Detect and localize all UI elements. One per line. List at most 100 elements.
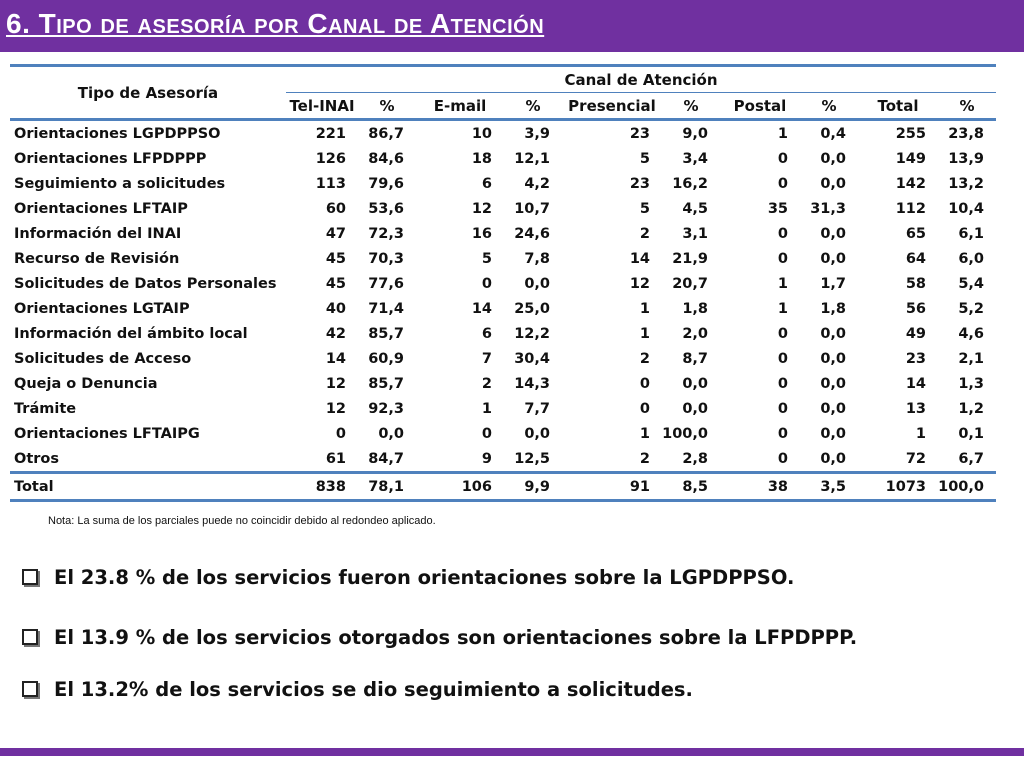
table-row: Otros 61 84,7 9 12,5 2 2,8 0 0,0 72 6,7 — [10, 446, 996, 473]
table-cell: 79,6 — [368, 175, 404, 192]
table-row: Recurso de Revisión 45 70,3 5 7,8 14 21,9 0 0,0 6… — [10, 246, 996, 271]
table-cell: 65 — [905, 225, 926, 242]
table-cell: 0 — [777, 325, 788, 342]
table-cell: 30,4 — [514, 350, 550, 367]
table-cell: 12,2 — [514, 325, 550, 342]
column-header: % — [358, 92, 416, 121]
total-cell: 91 — [562, 471, 662, 502]
table-cell: 72,3 — [368, 225, 404, 242]
table-cell: 40 — [325, 300, 346, 317]
table-cell: 60,9 — [368, 350, 404, 367]
table-cell: 6,0 — [958, 250, 984, 267]
table-cell: 21,9 — [672, 250, 708, 267]
table-cell: 24,6 — [514, 225, 550, 242]
total-cell: 1073 — [858, 471, 938, 502]
table-cell: 23,8 — [948, 125, 984, 142]
table-cell: 0,0 — [820, 325, 846, 342]
table-cell: 126 — [315, 150, 346, 167]
bottom-bar — [0, 748, 1024, 756]
table-cell: 5 — [481, 250, 492, 267]
column-header: % — [504, 92, 562, 121]
table-cell: 92,3 — [368, 400, 404, 417]
column-header: Presencial — [562, 92, 662, 121]
table-cell: 255 — [895, 125, 926, 142]
table-cell: 1,2 — [958, 400, 984, 417]
table-cell: 23 — [629, 175, 650, 192]
table-cell: 85,7 — [368, 375, 404, 392]
bullet-text: El 13.2% de los servicios se dio seguimi… — [54, 678, 693, 701]
table-cell: 0,1 — [958, 425, 984, 442]
checkbox-square-icon — [22, 568, 38, 585]
row-label: Trámite — [14, 400, 77, 417]
table-row: Trámite 12 92,3 1 7,7 0 0,0 0 0,0 13 1,2 — [10, 396, 996, 421]
table-cell: 12,1 — [514, 150, 550, 167]
table-cell: 0 — [777, 225, 788, 242]
row-label: Información del ámbito local — [14, 325, 248, 342]
table-cell: 5 — [639, 200, 650, 217]
bullet-item: El 23.8 % de los servicios fueron orient… — [22, 566, 794, 589]
table-row: Solicitudes de Acceso 14 60,9 7 30,4 2 8,7 0 0,0… — [10, 346, 996, 371]
table-cell: 2,1 — [958, 350, 984, 367]
table-cell: 5,4 — [958, 275, 984, 292]
table-cell: 0,0 — [820, 250, 846, 267]
table-row: Solicitudes de Datos Personales 45 77,6 0 0,… — [10, 271, 996, 296]
table-cell: 0,0 — [820, 225, 846, 242]
table-cell: 13,9 — [948, 150, 984, 167]
table-header-row: Tipo de Asesoría Canal de Atención — [10, 65, 996, 121]
row-label: Orientaciones LGTAIP — [14, 300, 190, 317]
table-row: Orientaciones LGTAIP 40 71,4 14 25,0 1 1,8 1 1,8… — [10, 296, 996, 321]
table-cell: 12 — [471, 200, 492, 217]
table-cell: 1 — [639, 300, 650, 317]
table-cell: 14 — [905, 375, 926, 392]
table-cell: 2 — [639, 225, 650, 242]
table-cell: 16 — [471, 225, 492, 242]
table-cell: 2 — [481, 375, 492, 392]
table-cell: 45 — [325, 250, 346, 267]
table-cell: 0 — [777, 375, 788, 392]
table-cell: 12 — [325, 400, 346, 417]
table-cell: 10 — [471, 125, 492, 142]
table-cell: 53,6 — [368, 200, 404, 217]
table-cell: 3,9 — [524, 125, 550, 142]
table-cell: 149 — [895, 150, 926, 167]
table-cell: 1,7 — [820, 275, 846, 292]
column-header: % — [800, 92, 858, 121]
table-cell: 0 — [481, 425, 492, 442]
table-row: Orientaciones LFTAIPG 0 0,0 0 0,0 1 100,0 0 0,0 1… — [10, 421, 996, 446]
table-cell: 0 — [481, 275, 492, 292]
table-cell: 0,0 — [820, 150, 846, 167]
table-row: Información del ámbito local 42 85,7 6 12,2 1… — [10, 321, 996, 346]
table-cell: 12,5 — [514, 450, 550, 467]
table-cell: 0,0 — [820, 400, 846, 417]
table-cell: 221 — [315, 125, 346, 142]
table-cell: 20,7 — [672, 275, 708, 292]
table-cell: 1 — [777, 275, 788, 292]
total-cell: 38 — [720, 471, 800, 502]
table-cell: 2,0 — [682, 325, 708, 342]
table-cell: 45 — [325, 275, 346, 292]
table-cell: 86,7 — [368, 125, 404, 142]
table-cell: 0 — [777, 150, 788, 167]
table-cell: 13,2 — [948, 175, 984, 192]
table-cell: 7,7 — [524, 400, 550, 417]
table-cell: 6,7 — [958, 450, 984, 467]
table-cell: 7,8 — [524, 250, 550, 267]
bullet-text: El 13.9 % de los servicios otorgados son… — [54, 626, 858, 649]
table-row: Orientaciones LFPDPPP 126 84,6 18 12,1 5 3,4 0 0… — [10, 146, 996, 171]
table-cell: 1,8 — [820, 300, 846, 317]
table-cell: 1 — [777, 125, 788, 142]
table-cell: 16,2 — [672, 175, 708, 192]
row-label: Orientaciones LFTAIP — [14, 200, 188, 217]
checkbox-square-icon — [22, 628, 38, 645]
table-cell: 0,0 — [524, 425, 550, 442]
table-cell: 7 — [481, 350, 492, 367]
table-cell: 60 — [325, 200, 346, 217]
row-label: Orientaciones LFTAIPG — [14, 425, 200, 442]
table-cell: 85,7 — [368, 325, 404, 342]
table-cell: 4,2 — [524, 175, 550, 192]
table-cell: 0 — [777, 450, 788, 467]
table-cell: 77,6 — [368, 275, 404, 292]
column-header: Total — [858, 92, 938, 121]
table-cell: 64 — [905, 250, 926, 267]
row-label: Seguimiento a solicitudes — [14, 175, 226, 192]
